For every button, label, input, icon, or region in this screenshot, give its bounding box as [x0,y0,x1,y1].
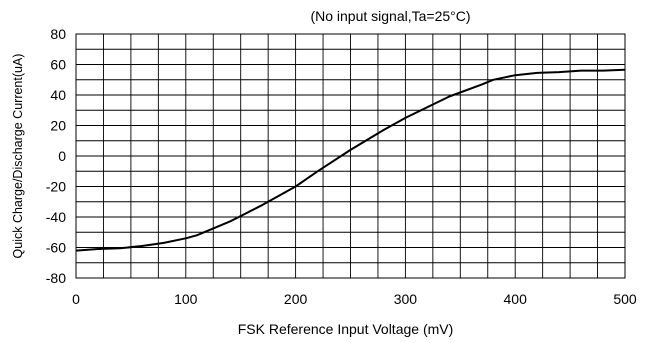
y-axis-label: Quick Charge/Discharge Current(uA) [11,54,25,259]
y-tick-label: -40 [46,209,66,225]
x-tick-label: 100 [174,291,198,307]
y-tick-label: 40 [50,87,66,103]
series-line-0 [75,68,626,252]
y-tick-label: 60 [50,57,66,73]
x-tick-label: 400 [504,291,528,307]
grid [76,34,625,278]
x-tick-label: 500 [613,291,637,307]
x-tick-label: 0 [72,291,80,307]
y-tick-label: 20 [50,118,66,134]
x-axis-label: FSK Reference Input Voltage (mV) [238,321,454,337]
y-tick-label: 80 [50,26,66,42]
y-tick-label: 0 [58,148,66,164]
y-tick-label: -60 [46,240,66,256]
series-layer [75,68,626,252]
plot-frame [75,33,626,279]
y-tick-label: -20 [46,179,66,195]
y-tick-label: -80 [46,270,66,286]
x-tick-label: 300 [394,291,418,307]
x-tick-label: 200 [284,291,308,307]
chart-title: (No input signal,Ta=25°C) [310,8,470,24]
